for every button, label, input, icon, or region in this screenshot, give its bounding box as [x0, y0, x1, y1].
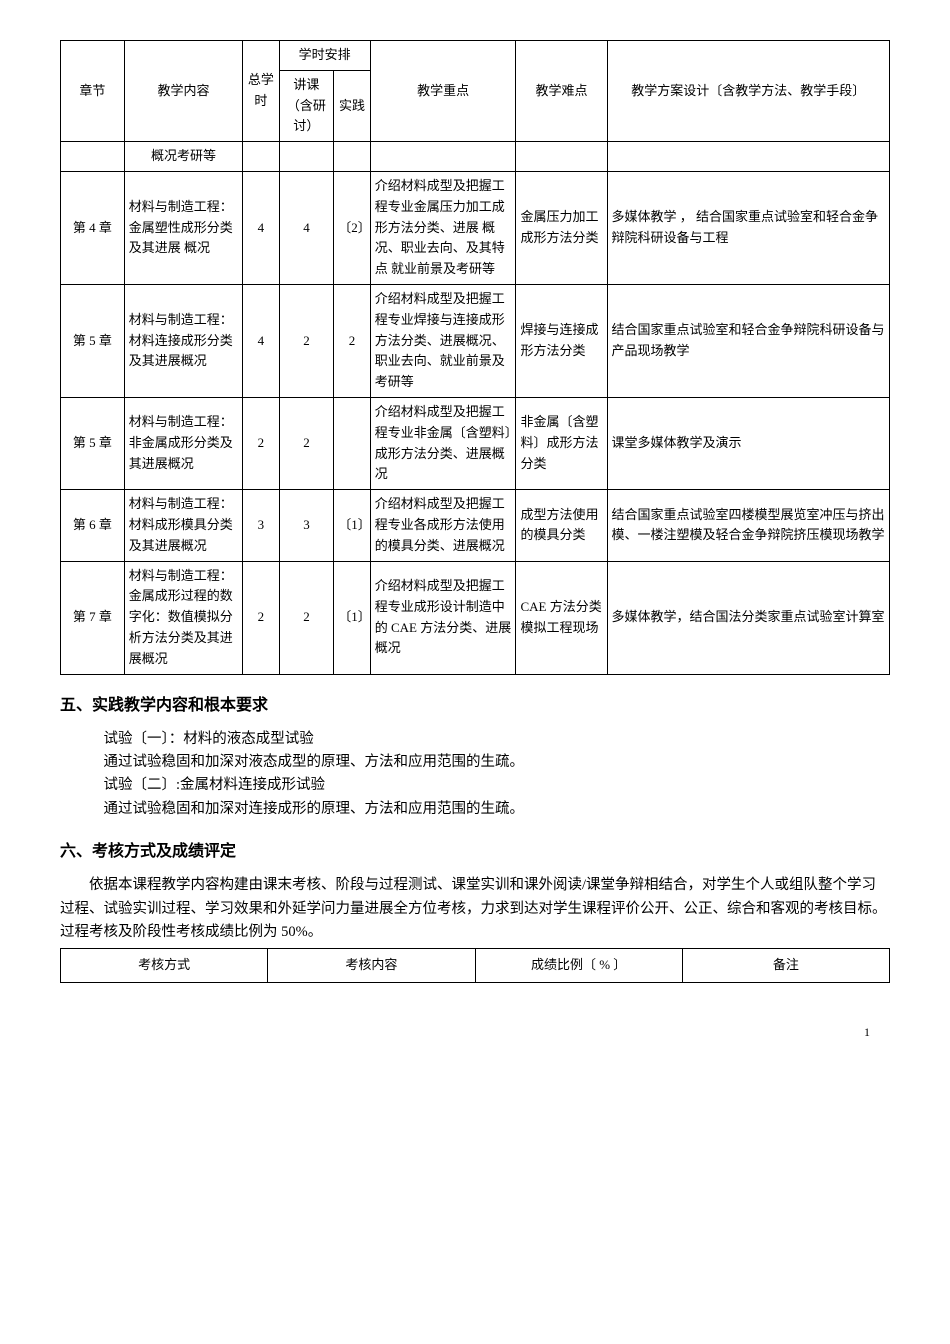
cell-total — [243, 142, 279, 172]
section5-p2: 通过试验稳固和加深对液态成型的原理、方法和应用范围的生疏。 — [104, 751, 891, 774]
col-practice: 实践 — [334, 70, 370, 141]
cell-focus: 介绍材料成型及把握工程专业成形设计制造中的 CAE 方法分类、进展 概况 — [370, 561, 516, 674]
cell-practice: 〔1〕 — [334, 561, 370, 674]
col-ratio: 成绩比例〔 % 〕 — [475, 949, 682, 983]
cell-focus: 介绍材料成型及把握工程专业金属压力加工成形方法分类、进展 概况、职业去向、及其特… — [370, 171, 516, 284]
cell-chapter: 第 5 章 — [61, 284, 125, 397]
cell-practice: 〔2〕 — [334, 171, 370, 284]
col-method: 考核方式 — [61, 949, 268, 983]
cell-chapter: 第 5 章 — [61, 397, 125, 489]
col-note: 备注 — [682, 949, 889, 983]
table-header-row: 章节 教学内容 总学时 学时安排 教学重点 教学难点 教学方案设计〔含教学方法、… — [61, 41, 890, 71]
cell-difficulty: 非金属〔含塑料〕成形方法分类 — [516, 397, 607, 489]
cell-focus: 介绍材料成型及把握工程专业焊接与连接成形方法分类、进展概况、职业去向、就业前景及… — [370, 284, 516, 397]
cell-content: 材料与制造工程：非金属成形分类及其进展概况 — [124, 397, 242, 489]
cell-difficulty: 焊接与连接成形方法分类 — [516, 284, 607, 397]
cell-plan: 多媒体教学，结合国法分类家重点试验室计算室 — [607, 561, 889, 674]
table-row: 第 5 章 材料与制造工程：非金属成形分类及其进展概况 2 2 介绍材料成型及把… — [61, 397, 890, 489]
section6-title: 六、考核方式及成绩评定 — [60, 839, 890, 865]
cell-total: 4 — [243, 284, 279, 397]
cell-content: 概况考研等 — [124, 142, 242, 172]
col-lecture: 讲课（含研讨） — [279, 70, 334, 141]
cell-total: 4 — [243, 171, 279, 284]
col-content: 教学内容 — [124, 41, 242, 142]
cell-focus: 介绍材料成型及把握工程专业非金属〔含塑料〕成形方法分类、进展概况 — [370, 397, 516, 489]
cell-plan — [607, 142, 889, 172]
assessment-table: 考核方式 考核内容 成绩比例〔 % 〕 备注 — [60, 948, 890, 983]
cell-lecture: 3 — [279, 490, 334, 561]
cell-difficulty: 金属压力加工成形方法分类 — [516, 171, 607, 284]
cell-difficulty: CAE 方法分类模拟工程现场 — [516, 561, 607, 674]
syllabus-table: 章节 教学内容 总学时 学时安排 教学重点 教学难点 教学方案设计〔含教学方法、… — [60, 40, 890, 675]
page-number: 1 — [60, 1023, 890, 1042]
cell-plan: 结合国家重点试验室和轻合金争辩院科研设备与产品现场教学 — [607, 284, 889, 397]
section5-p1: 试验〔一〕：材料的液态成型试验 — [104, 728, 891, 751]
cell-lecture: 2 — [279, 284, 334, 397]
col-content: 考核内容 — [268, 949, 475, 983]
cell-chapter: 第 4 章 — [61, 171, 125, 284]
cell-practice — [334, 397, 370, 489]
cell-difficulty — [516, 142, 607, 172]
section5-p4: 通过试验稳固和加深对连接成形的原理、方法和应用范围的生疏。 — [104, 798, 891, 821]
table-row: 第 4 章 材料与制造工程：金属塑性成形分类及其进展 概况 4 4 〔2〕 介绍… — [61, 171, 890, 284]
table-row: 第 5 章 材料与制造工程：材料连接成形分类及其进展概况 4 2 2 介绍材料成… — [61, 284, 890, 397]
cell-plan: 多媒体教学 ， 结合国家重点试验室和轻合金争辩院科研设备与工程 — [607, 171, 889, 284]
col-difficulty: 教学难点 — [516, 41, 607, 142]
col-total: 总学时 — [243, 41, 279, 142]
cell-content: 材料与制造工程：金属塑性成形分类及其进展 概况 — [124, 171, 242, 284]
cell-total: 2 — [243, 397, 279, 489]
cell-total: 3 — [243, 490, 279, 561]
cell-content: 材料与制造工程：材料连接成形分类及其进展概况 — [124, 284, 242, 397]
cell-practice: 〔1〕 — [334, 490, 370, 561]
cell-total: 2 — [243, 561, 279, 674]
cell-focus: 介绍材料成型及把握工程专业各成形方法使用的模具分类、进展概况 — [370, 490, 516, 561]
cell-content: 材料与制造工程：材料成形模具分类及其进展概况 — [124, 490, 242, 561]
col-timegroup: 学时安排 — [279, 41, 370, 71]
col-chapter: 章节 — [61, 41, 125, 142]
section6-para: 依据本课程教学内容构建由课末考核、阶段与过程测试、课堂实训和课外阅读/课堂争辩相… — [60, 874, 890, 944]
section5-p3: 试验〔二〕:金属材料连接成形试验 — [104, 774, 891, 797]
table-row: 第 7 章 材料与制造工程：金属成形过程的数字化：数值模拟分析方法分类及其进展概… — [61, 561, 890, 674]
cell-practice — [334, 142, 370, 172]
cell-lecture: 2 — [279, 397, 334, 489]
cell-plan: 结合国家重点试验室四楼模型展览室冲压与挤出模、一楼注塑模及轻合金争辩院挤压模现场… — [607, 490, 889, 561]
cell-focus — [370, 142, 516, 172]
cell-content: 材料与制造工程：金属成形过程的数字化：数值模拟分析方法分类及其进展概况 — [124, 561, 242, 674]
cell-practice: 2 — [334, 284, 370, 397]
cell-lecture: 4 — [279, 171, 334, 284]
cell-lecture: 2 — [279, 561, 334, 674]
table-row: 第 6 章 材料与制造工程：材料成形模具分类及其进展概况 3 3 〔1〕 介绍材… — [61, 490, 890, 561]
table-row: 概况考研等 — [61, 142, 890, 172]
cell-difficulty: 成型方法使用的模具分类 — [516, 490, 607, 561]
cell-chapter: 第 7 章 — [61, 561, 125, 674]
col-plan: 教学方案设计〔含教学方法、教学手段〕 — [607, 41, 889, 142]
col-focus: 教学重点 — [370, 41, 516, 142]
cell-chapter: 第 6 章 — [61, 490, 125, 561]
section5-title: 五、实践教学内容和根本要求 — [60, 693, 890, 719]
cell-plan: 课堂多媒体教学及演示 — [607, 397, 889, 489]
cell-chapter — [61, 142, 125, 172]
table-header-row: 考核方式 考核内容 成绩比例〔 % 〕 备注 — [61, 949, 890, 983]
cell-lecture — [279, 142, 334, 172]
